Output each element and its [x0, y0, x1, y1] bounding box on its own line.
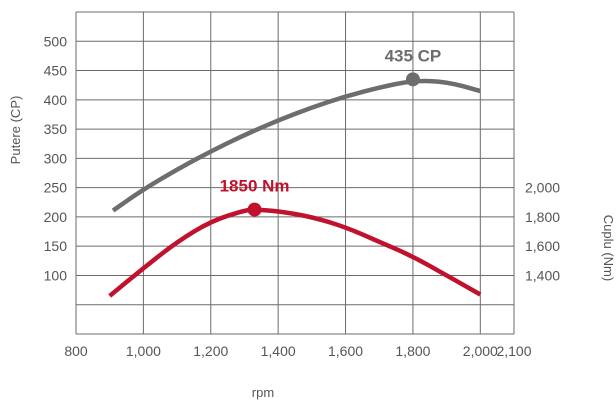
power-peak-marker: [405, 72, 420, 87]
torque-peak-label: 1850 Nm: [220, 177, 290, 196]
grid: [75, 11, 515, 335]
x-tick-label: 1,200: [193, 343, 228, 359]
x-tick-label: 1,400: [261, 343, 296, 359]
x-tick-label: 1,600: [328, 343, 363, 359]
x-axis-title: rpm: [252, 385, 274, 400]
tick-labels: 800 1,000 1,200 1,400 1,600 1,800 2,0002,10010…: [44, 33, 561, 359]
y-right-tick-label: 1,800: [525, 209, 560, 225]
y-left-axis-title: Putere (CP): [8, 96, 23, 165]
torque-peak-marker: [247, 202, 262, 217]
y-left-tick-label: 400: [44, 92, 68, 108]
series-layer: 435 CP 1850 Nm: [108, 46, 482, 298]
x-tick-label: 1,800: [395, 343, 430, 359]
y-left-tick-label: 500: [44, 33, 68, 49]
y-left-tick-label: 100: [44, 267, 68, 283]
y-right-axis-title: Cuplu (Nm): [601, 215, 616, 281]
y-right-tick-label: 2,000: [525, 180, 560, 196]
y-left-tick-label: 250: [44, 180, 68, 196]
torque-line: [108, 207, 482, 298]
y-right-tick-label: 1,400: [525, 267, 560, 283]
x-tick-label: 1,000: [126, 343, 161, 359]
y-right-tick-label: 1,600: [525, 238, 560, 254]
power-line: [111, 78, 482, 213]
x-tick-label: 2,100: [496, 343, 531, 359]
y-left-tick-label: 200: [44, 209, 68, 225]
power-peak-label: 435 CP: [385, 46, 442, 65]
y-left-tick-label: 150: [44, 238, 68, 254]
y-left-tick-label: 450: [44, 63, 68, 79]
x-tick-label: 800: [64, 343, 88, 359]
x-tick-label: 2,000: [463, 343, 498, 359]
y-left-tick-label: 350: [44, 121, 68, 137]
y-left-tick-label: 300: [44, 150, 68, 166]
